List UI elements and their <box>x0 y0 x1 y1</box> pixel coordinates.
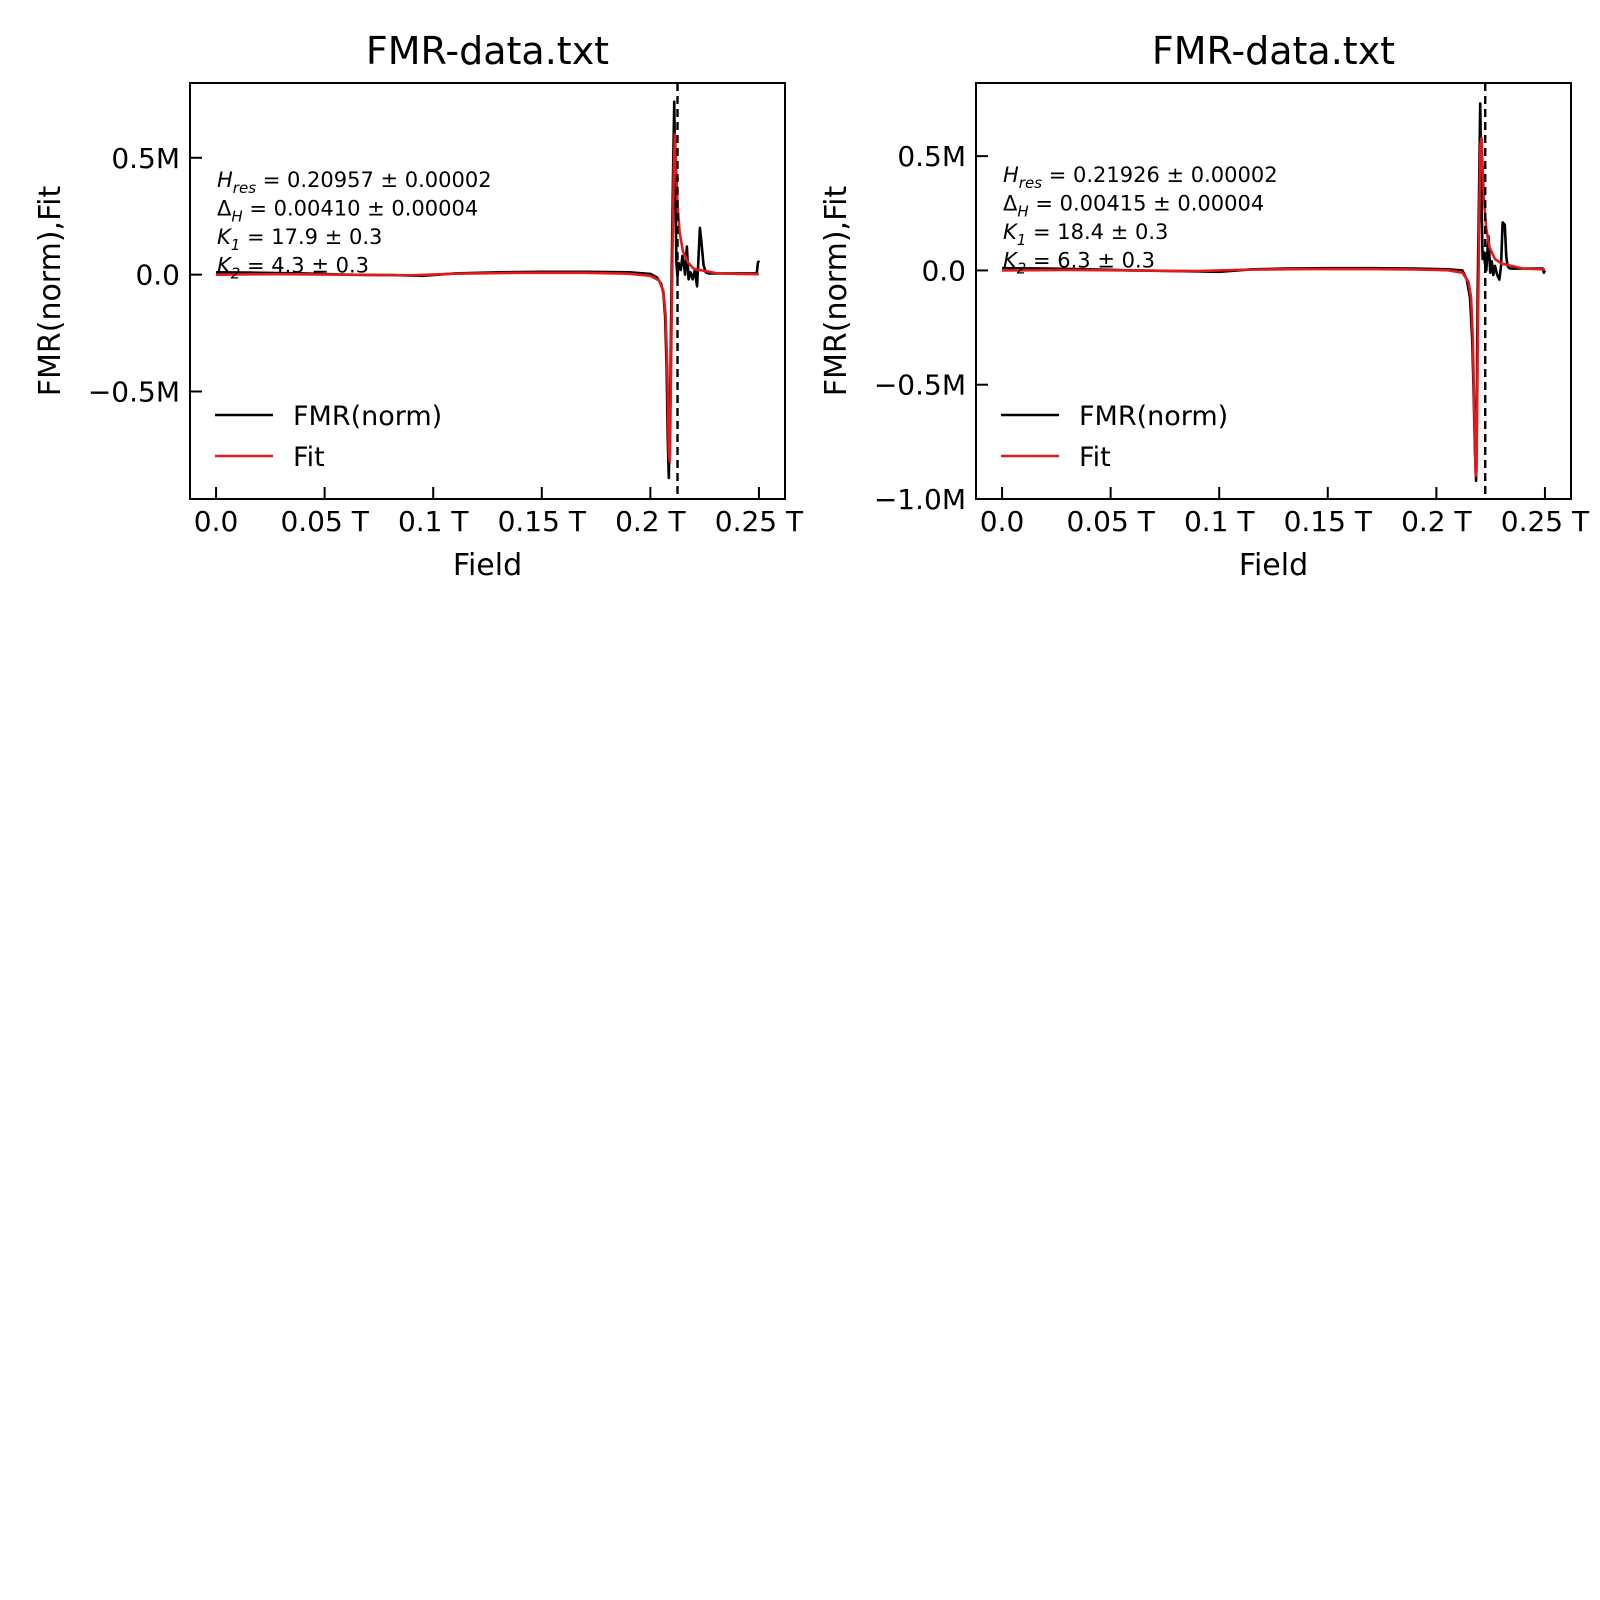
right-x-axis-label: Field <box>1239 548 1308 583</box>
right-x-tick-label: 0.25 T <box>1501 505 1590 538</box>
param-subscript: res <box>233 179 256 197</box>
right-fit-param-line: K1 = 18.4 ± 0.3 <box>1003 220 1168 249</box>
param-symbol: K <box>1003 220 1019 244</box>
param-symbol: K <box>217 225 233 249</box>
right-x-tick-label: 0.15 T <box>1284 505 1373 538</box>
left-fit-param-line: ΔH = 0.00410 ± 0.00004 <box>217 197 478 226</box>
left-legend: FMR(norm) Fit <box>215 401 442 473</box>
left-y-tick-label: −0.5M <box>88 375 180 408</box>
param-symbol: H <box>1003 163 1019 187</box>
param-symbol: Δ <box>1003 192 1018 216</box>
left-y-tick-label: 0.5M <box>111 142 180 175</box>
left-x-tick-label: 0.05 T <box>280 505 369 538</box>
right-fit-param-line: ΔH = 0.00415 ± 0.00004 <box>1003 192 1264 221</box>
right-x-tick-label: 0.0 <box>980 505 1025 538</box>
param-symbol: Δ <box>217 197 232 221</box>
right-panel: FMR-data.txt Field FMR(norm),Fit 0.5M 0.0… <box>819 29 1590 583</box>
left-x-ticks: 0.0 0.05 T 0.1 T 0.15 T 0.2 T 0.25 T <box>194 487 804 538</box>
param-symbol: K <box>1003 249 1019 273</box>
right-x-tick-label: 0.05 T <box>1066 505 1155 538</box>
left-fit-param-line: K2 = 4.3 ± 0.3 <box>217 254 369 283</box>
param-subscript: res <box>1019 174 1042 192</box>
left-plot-area <box>216 83 761 499</box>
left-x-tick-label: 0.15 T <box>498 505 587 538</box>
left-y-axis-label: FMR(norm),Fit <box>33 186 68 397</box>
right-chart-title: FMR-data.txt <box>1152 29 1395 73</box>
param-subscript: H <box>1017 203 1028 221</box>
param-subscript: 2 <box>1017 260 1027 278</box>
left-x-tick-label: 0.1 T <box>398 505 469 538</box>
right-y-axis-label: FMR(norm),Fit <box>819 186 854 397</box>
left-x-tick-label: 0.2 T <box>615 505 686 538</box>
right-x-tick-label: 0.1 T <box>1184 505 1255 538</box>
param-value: = 4.3 ± 0.3 <box>240 254 369 278</box>
right-plot-area <box>1002 83 1547 499</box>
right-y-tick-label: −0.5M <box>874 369 966 402</box>
left-y-ticks: 0.5M 0.0 −0.5M <box>88 142 202 408</box>
param-value: = 0.21926 ± 0.00002 <box>1042 163 1278 187</box>
left-chart-title: FMR-data.txt <box>366 29 609 73</box>
right-y-tick-label: −1.0M <box>874 483 966 516</box>
param-subscript: H <box>231 208 242 226</box>
left-legend-label: FMR(norm) <box>293 401 442 432</box>
right-legend-label: FMR(norm) <box>1079 401 1228 432</box>
right-axes-frame <box>975 82 1572 500</box>
right-legend: FMR(norm) Fit <box>1001 401 1228 473</box>
param-subscript: 1 <box>231 236 241 254</box>
param-value: = 0.00410 ± 0.00004 <box>243 197 479 221</box>
right-x-tick-label: 0.2 T <box>1401 505 1472 538</box>
right-y-tick-label: 0.5M <box>897 140 966 173</box>
param-value: = 18.4 ± 0.3 <box>1026 220 1168 244</box>
param-symbol: K <box>217 254 233 278</box>
param-value: = 0.00415 ± 0.00004 <box>1029 192 1265 216</box>
right-fit-param-line: K2 = 6.3 ± 0.3 <box>1003 249 1155 278</box>
right-y-tick-label: 0.0 <box>921 254 966 287</box>
right-legend-label: Fit <box>1079 442 1111 473</box>
left-x-axis-label: Field <box>453 548 522 583</box>
param-subscript: 1 <box>1017 231 1027 249</box>
left-x-tick-label: 0.25 T <box>715 505 804 538</box>
right-y-ticks: 0.5M 0.0 −0.5M −1.0M <box>874 140 988 516</box>
left-x-tick-label: 0.0 <box>194 505 239 538</box>
left-legend-label: Fit <box>293 442 325 473</box>
param-symbol: H <box>217 168 233 192</box>
right-series-fit-line <box>1002 136 1545 478</box>
left-fit-param-line: Hres = 0.20957 ± 0.00002 <box>217 168 492 197</box>
right-x-ticks: 0.0 0.05 T 0.1 T 0.15 T 0.2 T 0.25 T <box>980 487 1590 538</box>
left-y-tick-label: 0.0 <box>135 259 180 292</box>
left-panel: FMR-data.txt Field FMR(norm),Fit 0.5M 0.0… <box>33 29 804 583</box>
left-series-fit-line <box>216 133 759 463</box>
right-fit-param-line: Hres = 0.21926 ± 0.00002 <box>1003 163 1278 192</box>
left-axes-frame <box>189 82 786 500</box>
param-value: = 6.3 ± 0.3 <box>1026 249 1155 273</box>
left-fit-param-line: K1 = 17.9 ± 0.3 <box>217 225 382 254</box>
param-subscript: 2 <box>231 265 241 283</box>
param-value: = 0.20957 ± 0.00002 <box>256 168 492 192</box>
param-value: = 17.9 ± 0.3 <box>240 225 382 249</box>
